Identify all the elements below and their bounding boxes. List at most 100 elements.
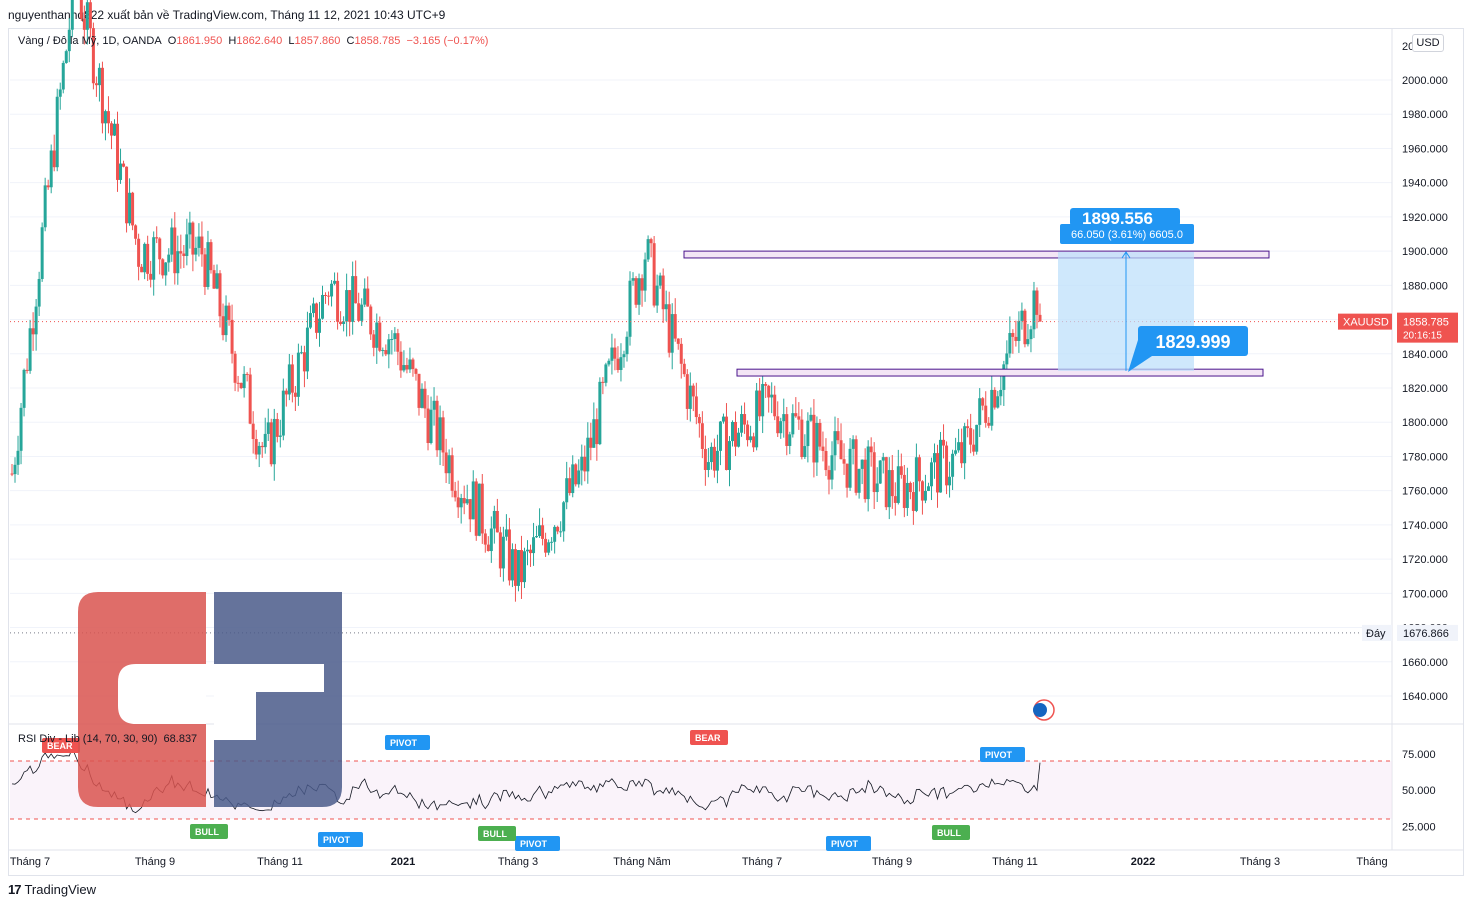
candle-body [43,185,47,228]
candle-body [245,373,249,375]
candle-body [224,305,228,336]
candle-body [800,419,804,458]
candle-body [679,343,683,364]
pivot-signal-bg [826,836,871,851]
currency-button[interactable]: USD [1412,34,1444,52]
candle-body [682,363,686,375]
price-axis-label: 1960.000 [1402,143,1448,155]
publish-header: nguyenthanhq822 xuất bản về TradingView.… [0,0,1473,28]
candle-body [375,322,379,348]
candle-body [149,273,153,280]
candle-body [767,385,771,398]
candle-body [619,357,623,370]
candle-body [752,436,756,448]
candle-body [468,499,472,520]
candle-body [191,222,195,255]
open-label: O [167,35,177,47]
candle-body [896,466,900,503]
candle-body [646,239,650,260]
pivot-signal-bg [980,747,1025,762]
candle-body [978,398,982,425]
candle-body [284,390,288,395]
candle-body [185,234,189,257]
bear-signal: BEAR [690,730,728,745]
candle-body [420,388,424,408]
time-axis-label: Tháng 9 [135,856,175,868]
candle-body [565,478,569,503]
chart-frame[interactable] [8,28,1464,876]
candle-body [492,510,496,529]
candle-body [845,463,849,488]
candle-body [396,333,400,352]
candle-body [85,2,89,30]
time-axis-label: Tháng 7 [10,856,50,868]
candle-body [574,464,578,485]
candle-body [694,396,698,418]
candle-body [128,192,132,224]
candle-body [532,537,536,554]
candle-body [673,314,677,339]
bear-signal-text: BEAR [695,733,721,743]
candle-body [592,419,596,448]
candle-body [529,549,533,554]
candle-body [764,384,768,386]
candle-body [755,390,759,448]
candle-body [697,417,701,424]
candle-body [881,457,885,461]
symbol-name: Vàng / Đô la Mỹ, 1D, OANDA [18,35,162,47]
candle-body [103,111,107,124]
candle-body [637,278,641,305]
price-axis-label: 1720.000 [1402,554,1448,566]
candle-body [357,303,361,321]
candle-body [143,243,147,273]
candle-body [836,431,840,441]
logo-g-cutout [118,664,206,724]
candle-body [857,468,861,493]
candle-body [155,237,159,239]
candle-body [305,327,309,372]
bear-signal-text: BEAR [47,741,73,751]
flag-icon-inner [1033,703,1047,717]
tradingview-logo-icon: 17 [8,882,22,897]
candle-body [438,417,442,451]
candle-body [966,426,970,429]
bull-signal-text: BULL [195,827,219,837]
price-axis-label: 1780.000 [1402,451,1448,463]
low-price-tag-bg [1397,624,1458,641]
rsi-axis-label: 75.000 [1402,749,1436,761]
candle-body [643,259,647,291]
countdown-label: 20:16:15 [1403,331,1442,342]
candle-body [272,418,276,465]
candle-body [854,439,858,493]
price-axis-label: 1940.000 [1402,178,1448,190]
candle-body [308,313,312,328]
candle-body [734,421,738,447]
candle-body [538,525,542,537]
low-price-label: 1676.866 [1403,628,1449,640]
footer-brand[interactable]: 17 TradingView [8,882,96,897]
candle-body [936,453,940,493]
candle-body [411,359,415,370]
price-axis-label: 2000.000 [1402,75,1448,87]
candle-body [535,536,539,538]
candle-body [1038,314,1042,322]
candle-body [321,294,325,319]
candle-body [453,490,457,498]
candle-body [616,358,620,370]
lower-callout-bg [1138,326,1248,356]
candle-body [923,490,927,501]
candle-body [209,242,213,271]
candle-body [1017,320,1021,341]
candle-body [827,470,831,480]
candle-body [839,440,843,460]
candle-body [119,163,123,180]
candle-body [426,408,430,444]
candle-body [996,396,1000,408]
candle-body [34,306,38,335]
candle-body [230,319,234,354]
candle-body [31,328,35,335]
candle-body [167,254,171,263]
candle-body [10,473,14,475]
candle-body [266,422,270,434]
price-axis-label: 1920.000 [1402,212,1448,224]
